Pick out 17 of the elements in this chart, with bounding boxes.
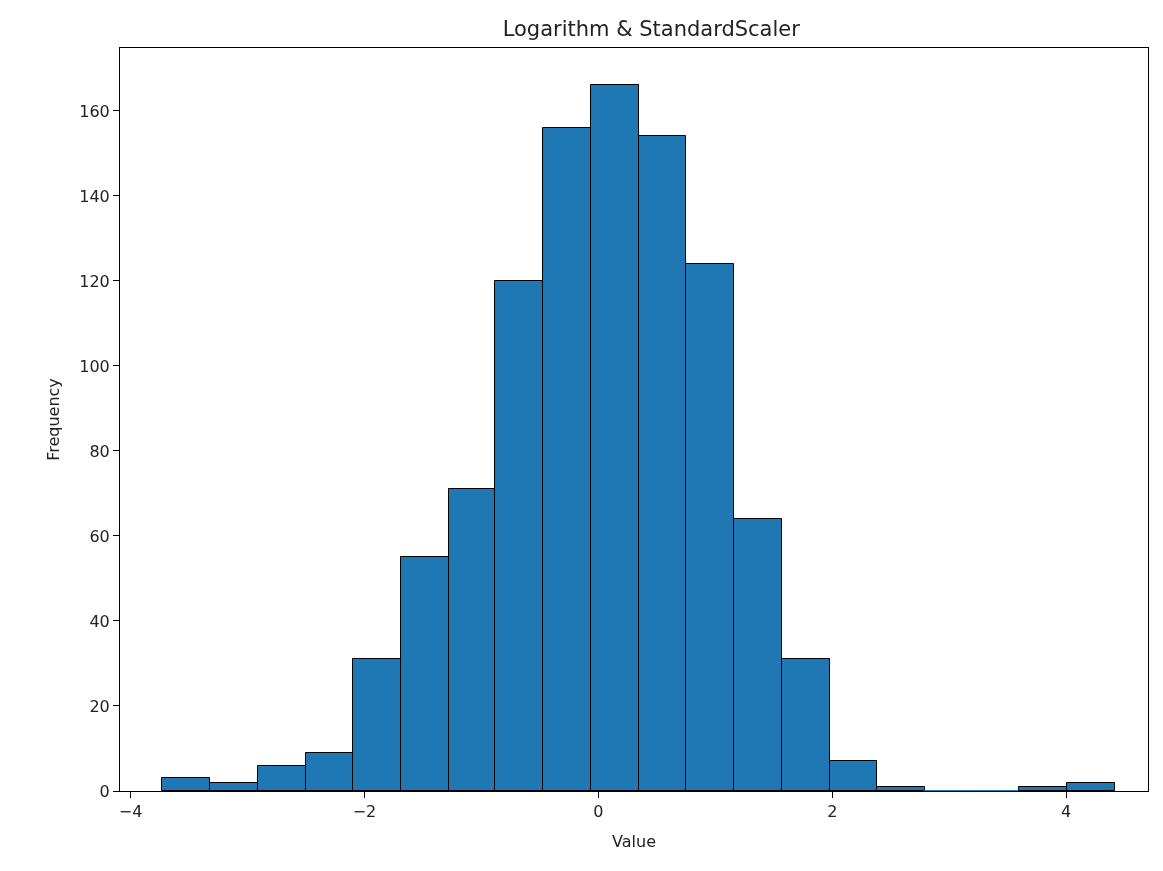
y-tick-label: 40 [89,611,110,631]
y-tick-label: 60 [89,526,110,546]
chart-title: Logarithm & StandardScaler [502,17,801,42]
x-tick-label: 2 [827,802,838,822]
y-tick-label: 20 [89,696,110,716]
x-tick-label: −2 [352,802,377,822]
y-tick-label: 140 [79,186,110,206]
y-tick-label: 0 [99,781,110,801]
y-tick-label: 160 [79,101,110,121]
x-tick-label: −4 [118,802,143,822]
x-tick-label: 0 [593,802,604,822]
y-tick-label: 100 [79,356,110,376]
x-tick-label: 4 [1061,802,1072,822]
y-tick-label: 80 [89,441,110,461]
y-axis-title: Frequency [44,378,64,461]
x-axis-title: Value [612,831,656,851]
y-tick-label: 120 [79,271,110,291]
